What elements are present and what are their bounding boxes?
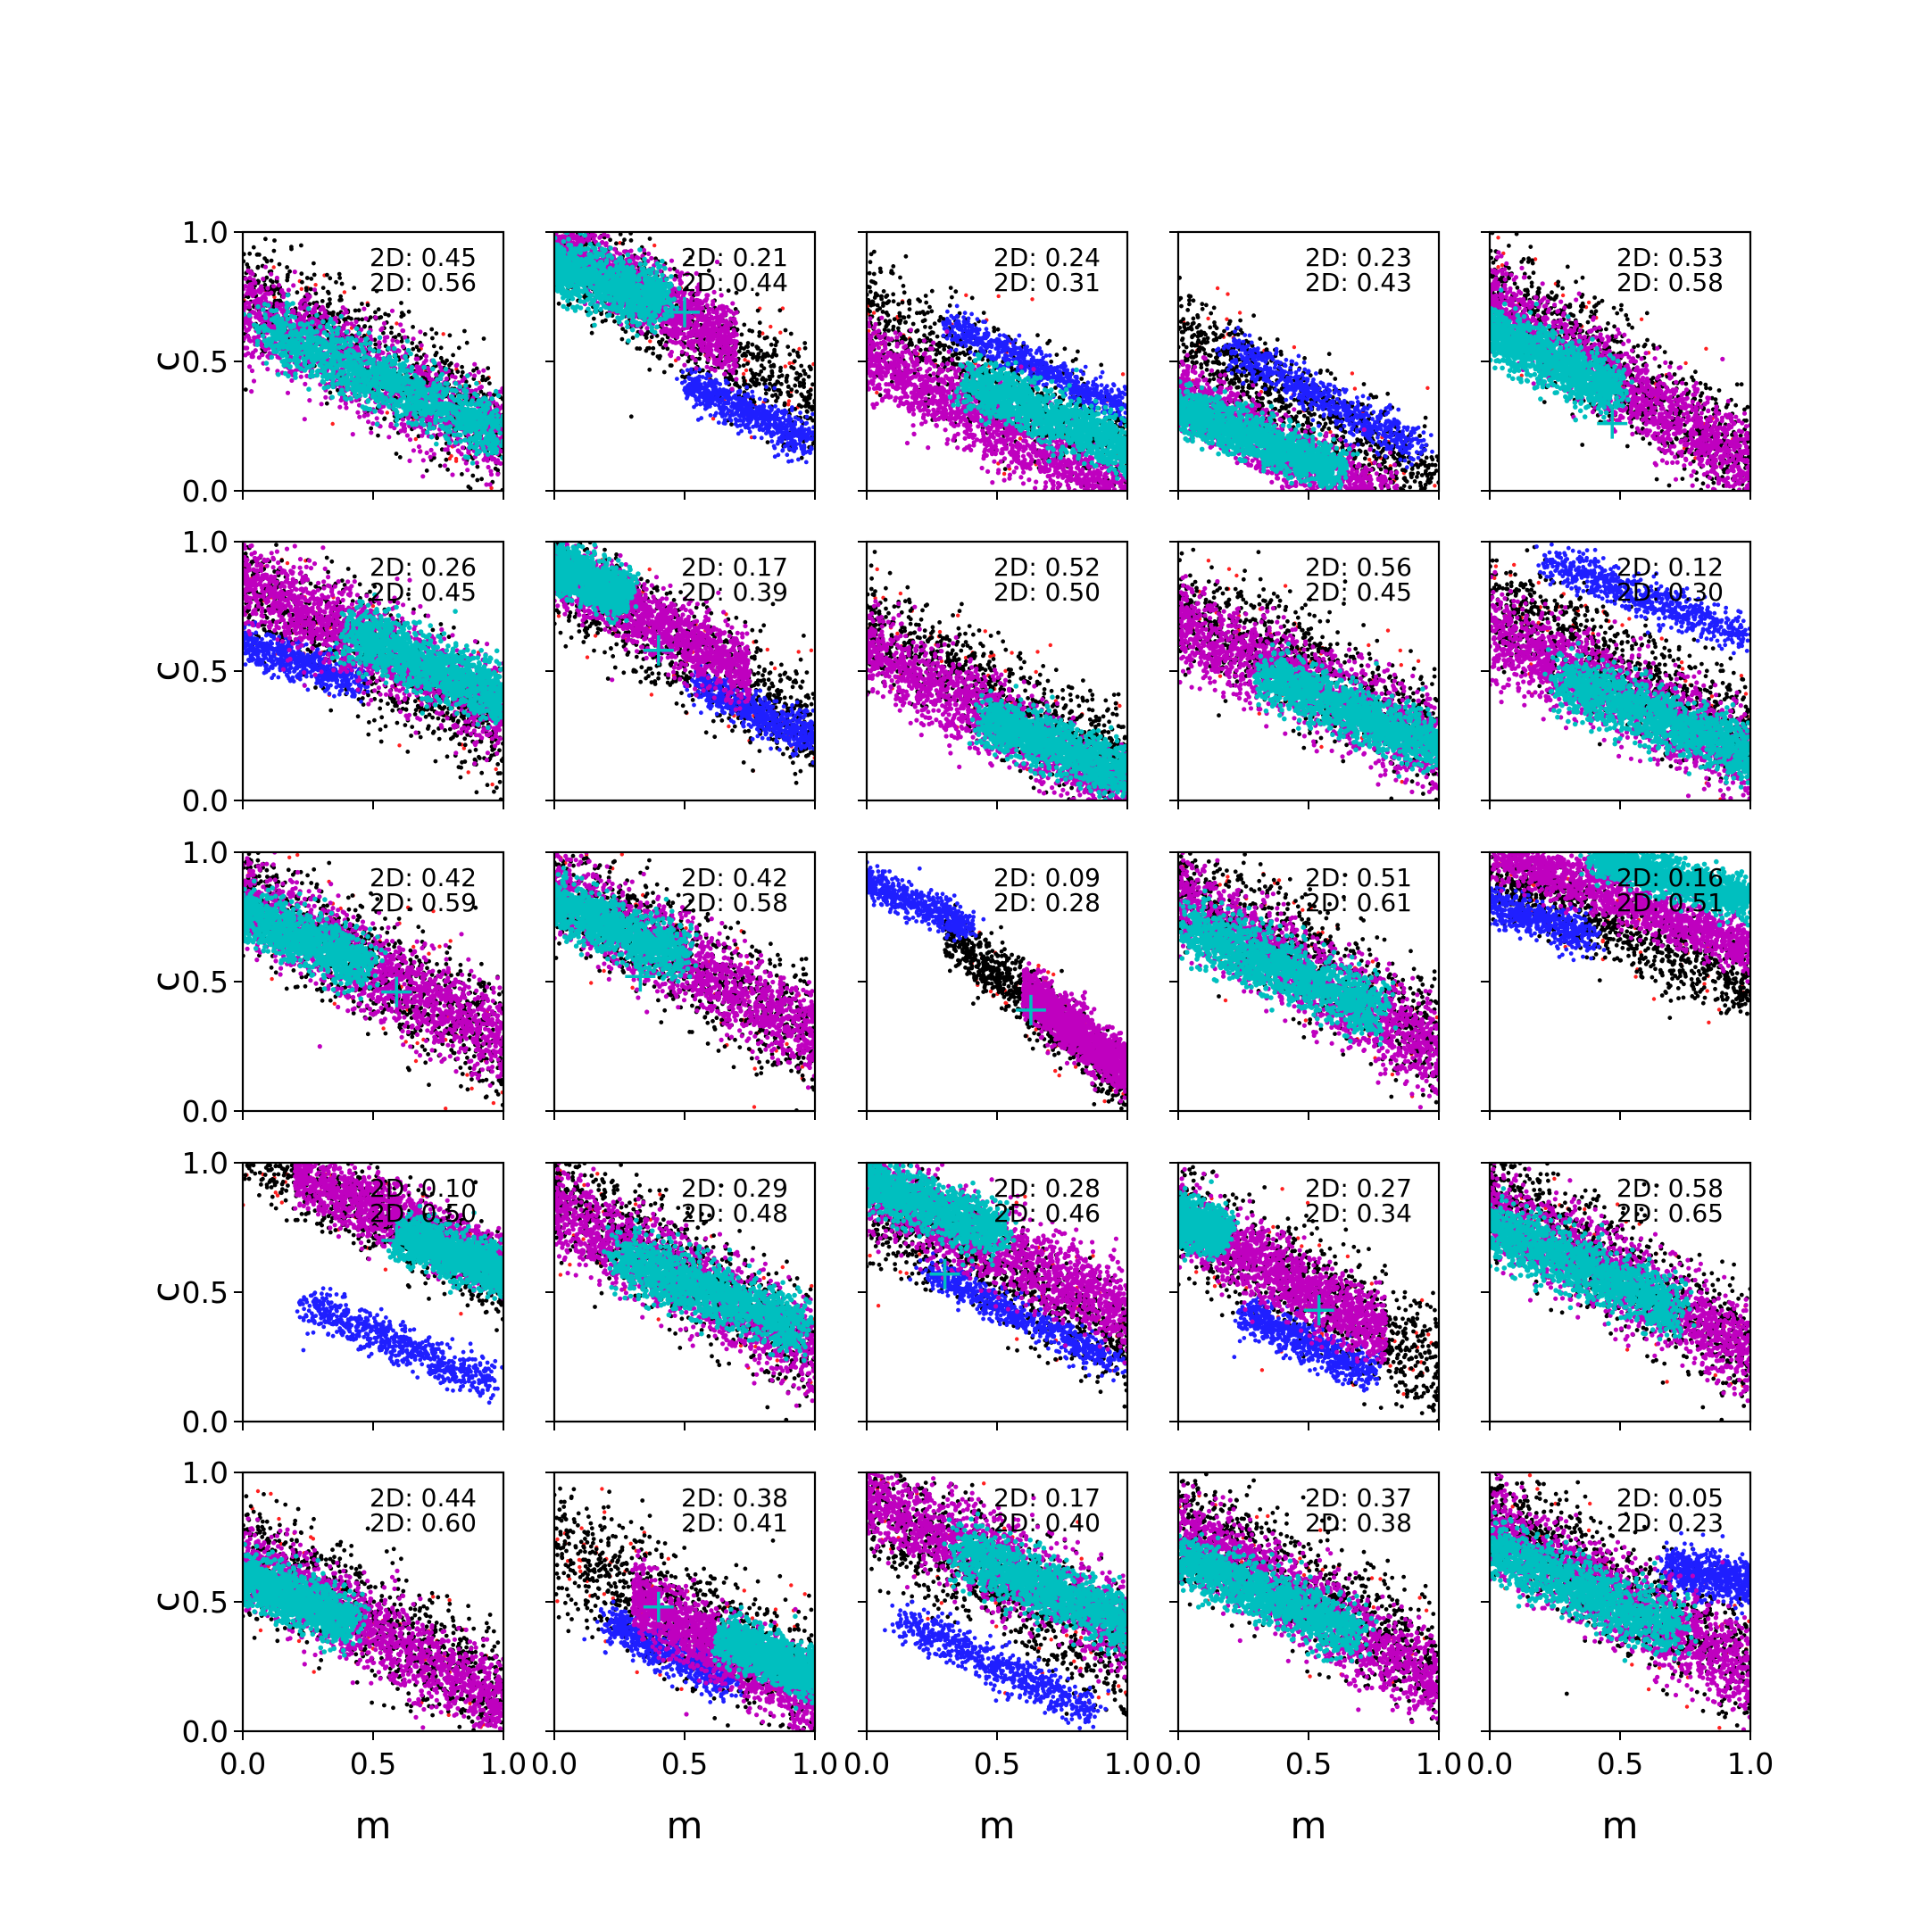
x-axis-label: m [979,1803,1016,1847]
series-blue-points [295,1286,504,1405]
x-axis-label: m [1291,1803,1327,1847]
annotation-line2: 2D: 0.38 [1305,1508,1412,1538]
y-axis-label: c [144,660,187,681]
annotation-line2: 2D: 0.58 [1616,268,1724,297]
x-tick-label: 1.0 [480,1746,527,1781]
series-cyan-points [711,1604,818,1711]
annotation-line2: 2D: 0.50 [993,577,1101,607]
annotation-line2: 2D: 0.45 [1305,577,1412,607]
y-axis-label: c [144,1591,187,1612]
y-tick-label: 0.5 [182,965,229,999]
series-cyan-points [602,1218,815,1364]
x-tick-label: 0.5 [350,1746,396,1781]
y-tick-label: 0.0 [182,474,229,509]
y-tick-label: 0.0 [182,1714,229,1749]
annotation-line2: 2D: 0.56 [370,268,477,297]
annotation-line2: 2D: 0.61 [1305,888,1412,917]
annotation-line2: 2D: 0.30 [1616,577,1724,607]
annotation-line2: 2D: 0.46 [993,1198,1101,1228]
y-tick-label: 1.0 [182,1455,229,1490]
annotation-line2: 2D: 0.51 [1616,888,1724,917]
annotation-line2: 2D: 0.41 [681,1508,788,1538]
y-tick-label: 0.0 [182,1405,229,1439]
x-tick-label: 0.0 [844,1746,890,1781]
annotation-line2: 2D: 0.23 [1616,1508,1724,1538]
x-tick-label: 0.5 [661,1746,708,1781]
y-tick-label: 0.0 [182,1094,229,1129]
x-tick-label: 0.0 [1467,1746,1513,1781]
series-magenta-points [240,1516,505,1730]
y-tick-label: 1.0 [182,215,229,250]
y-tick-label: 0.0 [182,784,229,818]
annotation-line2: 2D: 0.59 [370,888,477,917]
x-tick-label: 0.5 [1597,1746,1643,1781]
y-tick-label: 0.5 [182,654,229,689]
y-tick-label: 0.5 [182,344,229,379]
annotation-line2: 2D: 0.58 [681,888,788,917]
annotation-line2: 2D: 0.43 [1305,268,1412,297]
annotation-line2: 2D: 0.50 [370,1198,477,1228]
x-axis-label: m [667,1803,703,1847]
annotation-line2: 2D: 0.40 [993,1508,1101,1538]
x-axis-label: m [355,1803,392,1847]
y-tick-label: 1.0 [182,835,229,870]
annotation-line2: 2D: 0.31 [993,268,1101,297]
series-blue-points [865,860,985,942]
y-tick-label: 0.5 [182,1585,229,1620]
annotation-line2: 2D: 0.34 [1305,1198,1412,1228]
x-axis-label: m [1602,1803,1639,1847]
annotation-line2: 2D: 0.28 [993,888,1101,917]
y-tick-label: 1.0 [182,1146,229,1181]
y-axis-label: c [144,1281,187,1302]
annotation-line2: 2D: 0.45 [370,577,477,607]
x-tick-label: 1.0 [1727,1746,1774,1781]
x-tick-label: 0.0 [1155,1746,1201,1781]
y-tick-label: 1.0 [182,525,229,560]
x-tick-label: 0.5 [1285,1746,1332,1781]
x-tick-label: 1.0 [1416,1746,1462,1781]
x-tick-label: 0.0 [531,1746,578,1781]
y-tick-label: 0.5 [182,1275,229,1310]
annotation-line2: 2D: 0.39 [681,577,788,607]
annotation-line2: 2D: 0.44 [681,268,788,297]
series-magenta-points [1021,961,1130,1104]
x-tick-label: 0.5 [974,1746,1020,1781]
x-tick-label: 1.0 [792,1746,838,1781]
x-tick-label: 0.0 [220,1746,266,1781]
annotation-line2: 2D: 0.48 [681,1198,788,1228]
x-tick-label: 1.0 [1104,1746,1151,1781]
y-axis-label: c [144,971,187,991]
annotation-line2: 2D: 0.60 [370,1508,477,1538]
annotation-line2: 2D: 0.65 [1616,1198,1724,1228]
y-axis-label: c [144,351,187,371]
